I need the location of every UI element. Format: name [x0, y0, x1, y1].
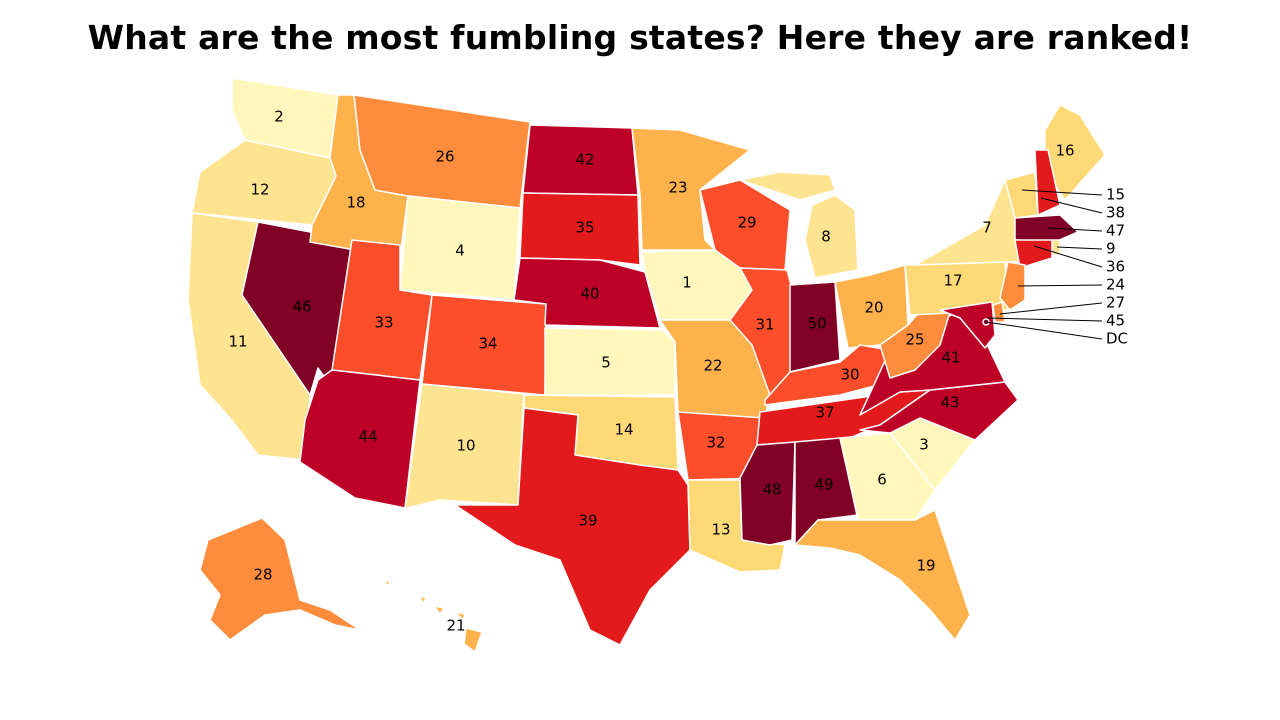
state-wv[interactable] [879, 299, 951, 379]
rank-label-tx: 39 [578, 512, 597, 530]
rank-label-ca: 11 [228, 333, 247, 351]
rank-label-tn: 37 [815, 404, 834, 422]
callout-leader-line [987, 317, 1103, 322]
rank-label-il: 31 [755, 316, 774, 334]
rank-label-mn: 23 [668, 179, 687, 197]
state-ak[interactable] [199, 517, 361, 641]
state-mn[interactable] [631, 127, 751, 251]
state-ct[interactable] [1014, 239, 1053, 269]
rank-label-ut: 33 [374, 314, 393, 332]
rank-label-sc: 3 [919, 436, 929, 454]
rank-label-ny: 7 [982, 219, 992, 237]
state-ne[interactable] [513, 257, 661, 329]
rank-label-nv: 46 [292, 298, 311, 316]
state-sd[interactable] [519, 192, 641, 266]
callout-label: 38 [1106, 204, 1125, 222]
rank-label-ak: 28 [253, 566, 272, 584]
rank-label-nm: 10 [456, 437, 475, 455]
state-nc[interactable] [859, 381, 1019, 441]
rank-label-or: 12 [250, 181, 269, 199]
state-in[interactable] [789, 281, 841, 373]
page-title: What are the most fumbling states? Here … [87, 18, 1193, 57]
rank-label-sd: 35 [575, 219, 594, 237]
callout-leader-line [1021, 189, 1103, 196]
rank-label-ar: 32 [706, 434, 725, 452]
rank-label-ia: 1 [682, 274, 692, 292]
state-ma[interactable] [1014, 214, 1079, 243]
rank-label-ms: 48 [762, 481, 781, 499]
callout-leader-line [1056, 246, 1103, 250]
rank-label-mt: 26 [435, 148, 454, 166]
callout-label: 27 [1106, 294, 1125, 312]
rank-label-fl: 19 [916, 557, 935, 575]
rank-label-nd: 42 [575, 151, 594, 169]
state-al[interactable] [794, 437, 859, 546]
callout-label: 45 [1106, 312, 1125, 330]
state-fl[interactable] [794, 509, 971, 641]
rank-label-wv: 25 [905, 331, 924, 349]
rank-label-in: 50 [807, 315, 826, 333]
rank-label-wi: 29 [737, 214, 756, 232]
rank-label-hi: 21 [446, 617, 465, 635]
state-de[interactable] [992, 301, 1006, 323]
rank-label-wy: 4 [455, 242, 465, 260]
rank-label-me: 16 [1055, 142, 1074, 160]
rank-label-wa: 2 [274, 108, 284, 126]
rank-label-al: 49 [814, 476, 833, 494]
callout-leader-line [1017, 284, 1103, 287]
rank-label-va: 41 [941, 349, 960, 367]
callout-leader-line [985, 321, 1103, 340]
state-tx[interactable] [454, 407, 691, 646]
rank-label-ks: 5 [601, 354, 611, 372]
callout-label: 47 [1106, 222, 1125, 240]
state-md[interactable] [939, 301, 996, 349]
rank-label-la: 13 [711, 521, 730, 539]
callout-label: 15 [1106, 186, 1125, 204]
callout-leader-line [999, 302, 1103, 315]
callout-label: 9 [1106, 240, 1116, 258]
callout-label: 24 [1106, 276, 1125, 294]
rank-label-ky: 30 [840, 366, 859, 384]
rank-label-co: 34 [478, 335, 497, 353]
rank-label-id: 18 [346, 194, 365, 212]
rank-label-ok: 14 [614, 421, 633, 439]
callout-label: DC [1106, 330, 1128, 348]
callout-leader-line [1033, 245, 1103, 268]
rank-label-mi: 8 [821, 228, 831, 246]
state-ks[interactable] [544, 327, 676, 396]
rank-label-pa: 17 [943, 272, 962, 290]
state-ga[interactable] [839, 432, 936, 521]
rank-label-ne: 40 [580, 285, 599, 303]
callout-leader-line [1040, 197, 1103, 214]
rank-label-az: 44 [358, 428, 377, 446]
callout-leader-line [1047, 227, 1103, 232]
state-nm[interactable] [404, 383, 525, 509]
state-nj[interactable] [999, 261, 1026, 311]
rank-label-nc: 43 [940, 394, 959, 412]
state-mi[interactable] [739, 171, 859, 279]
rank-label-mo: 22 [703, 357, 722, 375]
state-hi[interactable] [382, 579, 483, 653]
state-az[interactable] [299, 369, 421, 509]
state-nh[interactable] [1034, 149, 1061, 216]
rank-label-oh: 20 [864, 299, 883, 317]
rank-label-ga: 6 [877, 471, 887, 489]
callout-label: 36 [1106, 258, 1125, 276]
